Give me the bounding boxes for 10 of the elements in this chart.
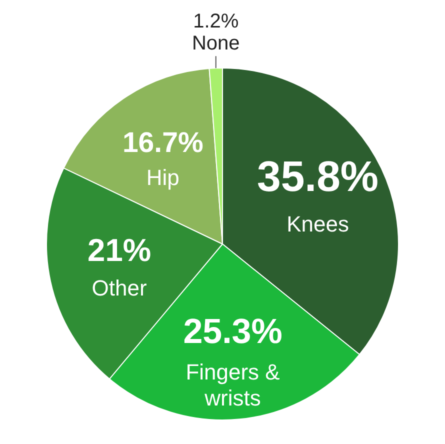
data-label: 35.8% (257, 152, 379, 201)
slice-label: Fingers & wrists (186, 359, 280, 410)
slice-label: Other (92, 276, 147, 301)
data-label: 25.3% (183, 312, 282, 351)
data-label: 1.2% (193, 10, 239, 33)
data-label: 16.7% (122, 126, 204, 159)
data-label: 21% (88, 232, 152, 268)
slice-label: Knees (286, 212, 349, 236)
slice-label: Hip (146, 164, 180, 190)
slice-label: None (192, 32, 240, 55)
